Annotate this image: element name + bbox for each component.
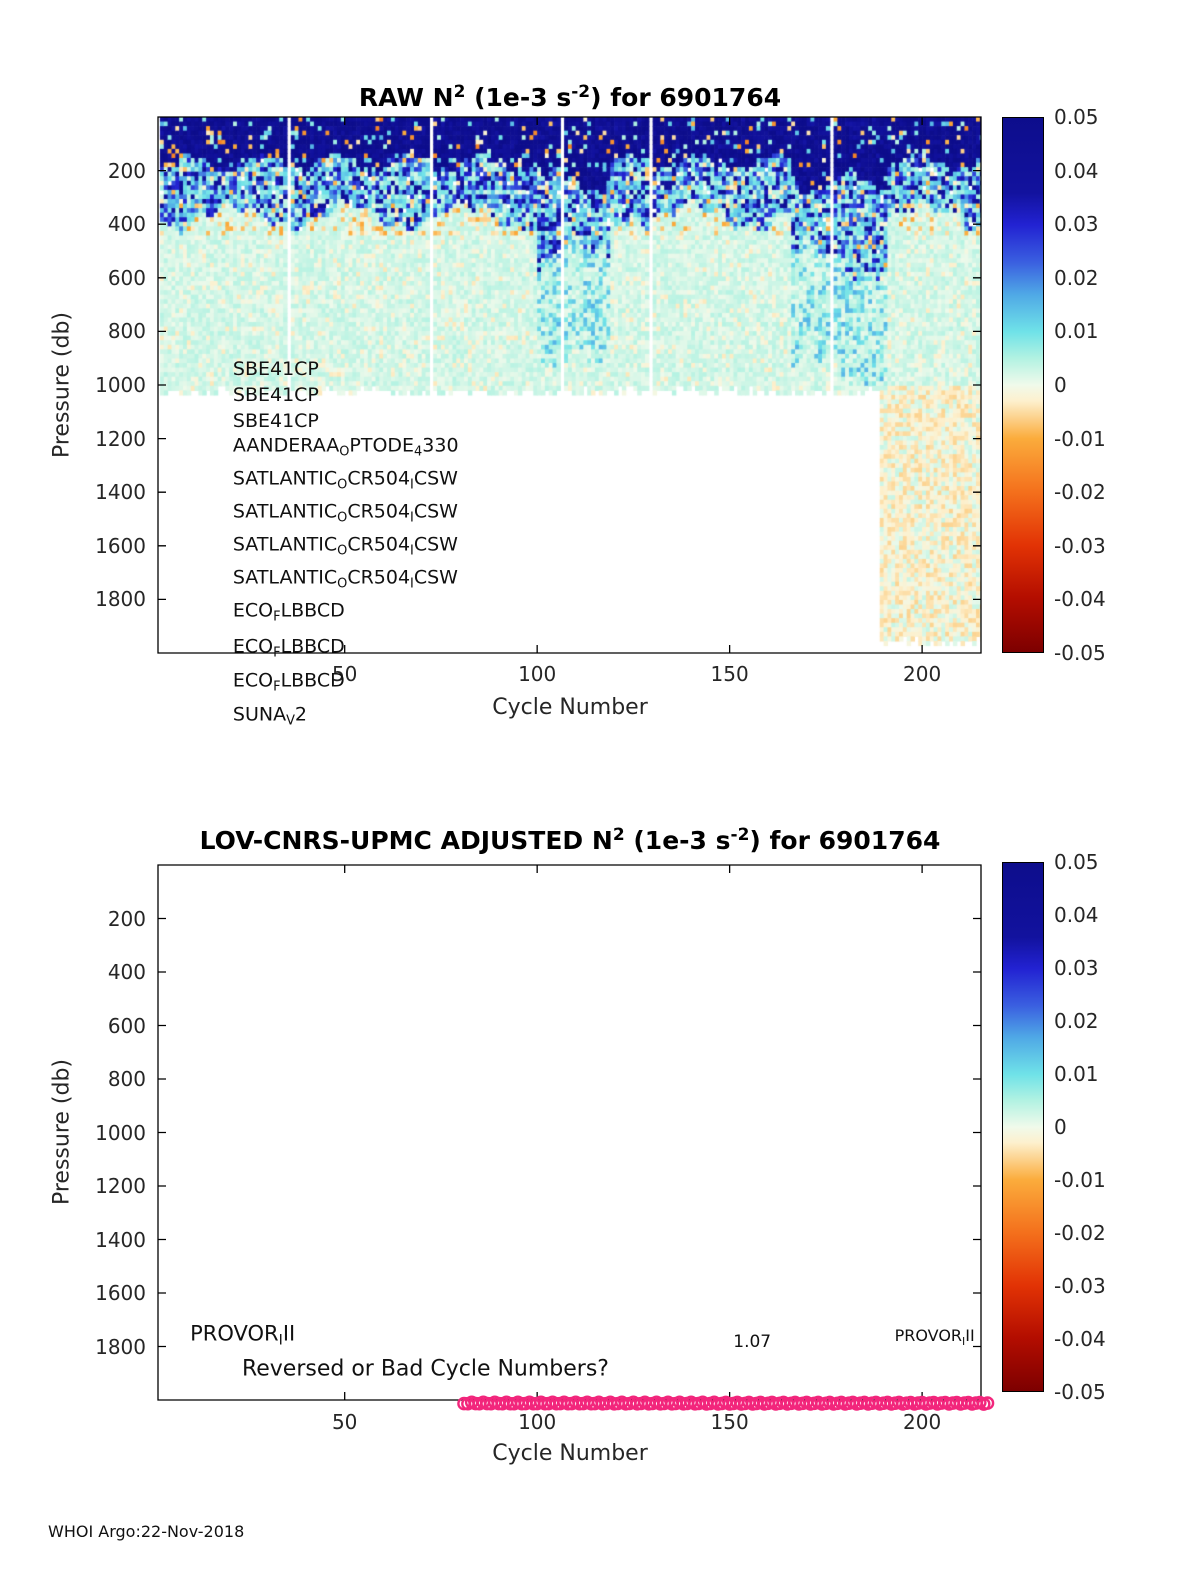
colorbar-tick-label: -0.01 <box>1054 1168 1106 1192</box>
sensor-annotation: SUNAV2 <box>232 703 308 729</box>
colorbar-tick-label: 0.04 <box>1054 158 1099 183</box>
y-tick-label: 400 <box>107 212 146 237</box>
colorbar-tick-label: 0.03 <box>1054 212 1099 237</box>
colorbar-tick-label: -0.01 <box>1054 426 1106 451</box>
x-tick-label: 150 <box>710 1410 749 1434</box>
raw-heatmap <box>158 117 981 653</box>
adjusted-x-axis-label: Cycle Number <box>492 1441 648 1466</box>
y-tick-label: 1200 <box>95 1174 146 1198</box>
adjusted-y-axis-label: Pressure (db) <box>49 1058 75 1206</box>
y-tick-label: 200 <box>107 906 146 931</box>
colorbar-tick-label: -0.03 <box>1054 533 1106 558</box>
float-model-left: PROVORIII <box>190 1321 296 1349</box>
x-tick-label: 200 <box>903 1410 942 1434</box>
x-tick-label: 150 <box>710 662 749 686</box>
y-tick-label: 1600 <box>95 533 146 558</box>
y-tick-label: 1400 <box>95 480 146 505</box>
sensor-annotation: SATLANTICOCR504ICSW <box>232 467 458 493</box>
flagged-cycle-marker-chain <box>457 1395 995 1411</box>
y-tick-label: 1000 <box>95 1120 146 1145</box>
y-tick-label: 400 <box>107 960 146 984</box>
y-tick-label: 1400 <box>95 1227 146 1252</box>
axes-path <box>157 864 982 1401</box>
colorbar-tick-label: 0.04 <box>1054 903 1099 927</box>
colorbar-tick-label: 0 <box>1054 1115 1067 1139</box>
y-tick-label: 600 <box>107 1013 146 1038</box>
sensor-annotation: SATLANTICOCR504ICSW <box>232 566 458 592</box>
raw-colorbar <box>1002 117 1044 653</box>
x-tick-label: 50 <box>331 662 358 686</box>
sensor-annotation: SBE41CP <box>232 357 319 380</box>
colorbar-tick-label: -0.02 <box>1054 1221 1106 1245</box>
colorbar-tick-label: 0.02 <box>1054 265 1099 290</box>
y-tick-label: 1600 <box>95 1281 146 1305</box>
adjusted-colorbar <box>1002 862 1044 1392</box>
colorbar-tick-label: 0.05 <box>1054 105 1099 129</box>
colorbar-tick-label: 0.01 <box>1054 319 1099 344</box>
bad-cycles-question: Reversed or Bad Cycle Numbers? <box>241 1356 609 1382</box>
y-tick-label: 600 <box>107 265 146 290</box>
colorbar-tick-label: -0.02 <box>1054 480 1106 505</box>
colorbar-tick-label: -0.05 <box>1054 1380 1106 1404</box>
sensor-annotation: ECOFLBBCD <box>232 599 345 625</box>
sensor-annotation: SBE41CP <box>232 384 319 407</box>
float-model-right: PROVORIII <box>894 1326 975 1348</box>
y-tick-label: 1200 <box>95 426 146 451</box>
colorbar-tick-label: 0.03 <box>1054 956 1099 980</box>
raw-chart-title: RAW N2 (1e-3 s-2) for 6901764 <box>358 81 782 113</box>
colorbar-tick-label: -0.05 <box>1054 641 1106 665</box>
colorbar-tick-label: 0.02 <box>1054 1009 1099 1033</box>
sensor-annotation: ECOFLBBCD <box>232 669 345 695</box>
x-tick-label: 50 <box>331 1410 358 1434</box>
colorbar-tick-label: 0 <box>1054 373 1067 397</box>
y-tick-label: 1800 <box>95 587 146 612</box>
colorbar-tick-label: 0.01 <box>1054 1062 1099 1086</box>
x-tick-label: 100 <box>518 662 557 686</box>
y-tick-label: 800 <box>107 319 146 344</box>
colorbar-tick-label: -0.04 <box>1054 1327 1106 1351</box>
adjusted-chart-title: LOV-CNRS-UPMC ADJUSTED N2 (1e-3 s-2) for… <box>199 824 941 856</box>
cycle-marker-circle <box>980 1396 995 1410</box>
y-tick-label: 200 <box>107 158 146 183</box>
value-label: 1.07 <box>733 1332 772 1353</box>
y-tick-label: 1000 <box>95 373 146 397</box>
sensor-annotation: AANDERAAOPTODE4330 <box>232 434 459 460</box>
colorbar-tick-label: 0.05 <box>1054 850 1099 874</box>
footer-credit: WHOI Argo:22-Nov-2018 <box>48 1522 245 1541</box>
colorbar-tick-label: -0.04 <box>1054 587 1106 612</box>
axes-path <box>157 116 982 654</box>
colorbar-tick-label: -0.03 <box>1054 1274 1106 1298</box>
x-tick-label: 100 <box>518 1410 557 1434</box>
raw-x-axis-label: Cycle Number <box>492 695 648 720</box>
sensor-annotation: ECOFLBBCD <box>232 635 345 661</box>
y-tick-label: 1800 <box>95 1334 146 1359</box>
x-tick-label: 200 <box>903 662 942 686</box>
sensor-annotation: SATLANTICOCR504ICSW <box>232 500 458 526</box>
sensor-annotation: SATLANTICOCR504ICSW <box>232 533 458 559</box>
sensor-annotation: SBE41CP <box>232 409 319 432</box>
y-tick-label: 800 <box>107 1067 146 1091</box>
